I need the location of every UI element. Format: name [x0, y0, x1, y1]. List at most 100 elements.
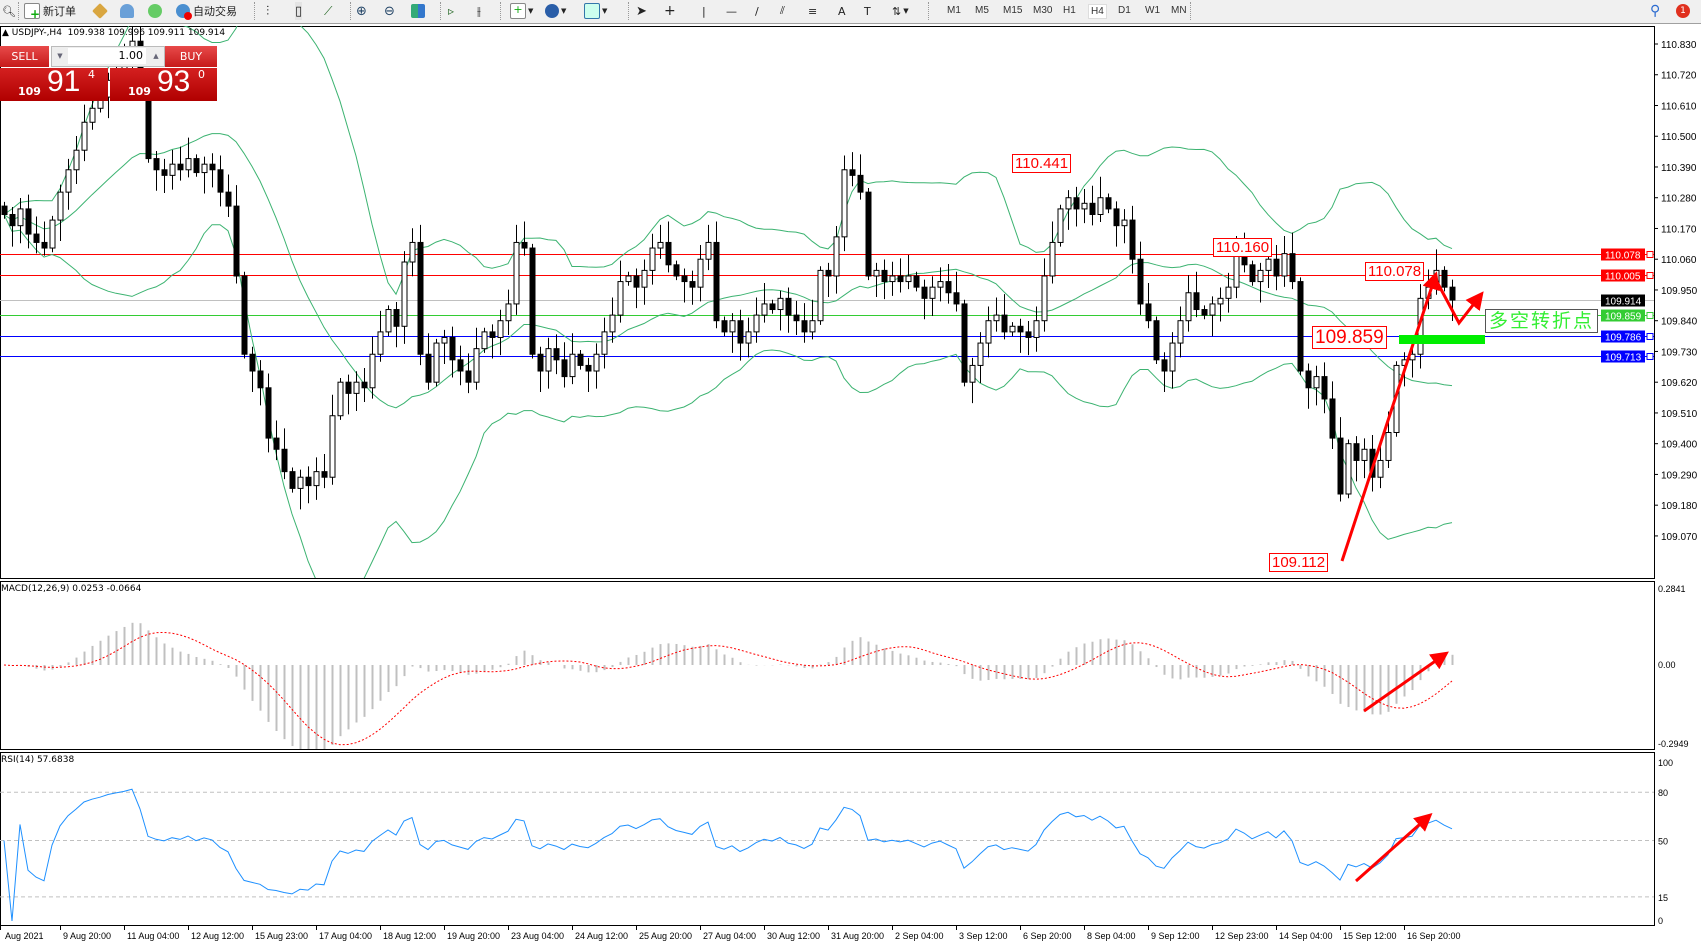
equidistant-channel-icon[interactable]: ⫽	[780, 4, 785, 17]
candle[interactable]	[321, 454, 328, 489]
candle[interactable]	[1, 201, 8, 219]
candle[interactable]	[961, 299, 968, 387]
text-label-icon[interactable]: T	[864, 4, 871, 18]
candle[interactable]	[561, 342, 568, 388]
autoscroll-icon[interactable]: ▹	[448, 4, 455, 18]
candle[interactable]	[1321, 362, 1328, 414]
candle[interactable]	[833, 225, 840, 294]
lot-size-field[interactable]: ▼ 1.00 ▲	[51, 46, 165, 67]
navigator-icon[interactable]	[120, 2, 134, 20]
candle[interactable]	[65, 158, 72, 210]
line-anchor[interactable]	[1646, 333, 1654, 340]
candle[interactable]	[625, 271, 632, 286]
candle[interactable]	[25, 194, 32, 249]
candle[interactable]	[393, 301, 400, 348]
timeframe-m15[interactable]: M15	[1003, 5, 1023, 16]
candle[interactable]	[873, 262, 880, 297]
candle[interactable]	[1169, 332, 1176, 389]
candle[interactable]	[489, 324, 496, 359]
candle[interactable]	[601, 317, 608, 369]
candle[interactable]	[9, 206, 16, 247]
candle[interactable]	[577, 350, 584, 370]
candle[interactable]	[593, 343, 600, 389]
candle[interactable]	[897, 258, 904, 293]
cursor-icon[interactable]: ➤	[636, 3, 647, 19]
indicators-icon[interactable]: + ▼	[510, 2, 533, 20]
lot-decrease-button[interactable]: ▼	[57, 52, 63, 60]
candle[interactable]	[665, 221, 672, 273]
candle[interactable]	[1449, 279, 1456, 321]
candle[interactable]	[801, 303, 808, 343]
candle[interactable]	[281, 428, 288, 480]
timeframe-m1[interactable]: M1	[947, 5, 961, 16]
candle[interactable]	[1257, 262, 1264, 303]
candle[interactable]	[1073, 186, 1080, 227]
candle[interactable]	[1017, 318, 1024, 353]
periods-icon[interactable]: ▼	[545, 2, 566, 20]
search-icon[interactable]: ⚲	[1650, 3, 1661, 19]
candle[interactable]	[1345, 439, 1352, 499]
candle[interactable]	[1121, 209, 1128, 244]
candle[interactable]	[1089, 185, 1096, 226]
line-anchor[interactable]	[1646, 353, 1654, 360]
line-anchor[interactable]	[1646, 251, 1654, 258]
candle[interactable]	[929, 276, 936, 316]
candle[interactable]	[225, 174, 232, 218]
candle[interactable]	[753, 297, 760, 343]
candle[interactable]	[353, 371, 360, 411]
price-label-support[interactable]: 109.859	[1312, 326, 1387, 349]
candle[interactable]	[1353, 436, 1360, 482]
candle[interactable]	[889, 261, 896, 296]
candle[interactable]	[993, 297, 1000, 332]
candle[interactable]	[913, 271, 920, 292]
candle[interactable]	[1057, 204, 1064, 247]
candle[interactable]	[209, 153, 216, 188]
candle[interactable]	[585, 357, 592, 392]
candle[interactable]	[705, 224, 712, 271]
candle[interactable]	[377, 310, 384, 362]
candle[interactable]	[985, 306, 992, 358]
candle[interactable]	[1137, 241, 1144, 315]
candle[interactable]	[1033, 306, 1040, 352]
candle[interactable]	[1361, 438, 1368, 479]
line-chart-icon[interactable]: ⟋	[324, 3, 333, 18]
candle[interactable]	[825, 262, 832, 297]
candle[interactable]	[193, 154, 200, 177]
candle[interactable]	[809, 299, 816, 340]
timeframe-m5[interactable]: M5	[975, 5, 989, 16]
candle[interactable]	[313, 457, 320, 500]
candle[interactable]	[1289, 232, 1296, 290]
candle[interactable]	[481, 327, 488, 353]
candle[interactable]	[1001, 294, 1008, 340]
vertical-line-icon[interactable]: |	[702, 4, 706, 18]
auto-trading-button[interactable]: 自动交易	[176, 2, 237, 20]
candle[interactable]	[337, 378, 344, 420]
candle[interactable]	[633, 268, 640, 309]
new-order-button[interactable]: + 新订单	[24, 2, 76, 20]
candle[interactable]	[713, 221, 720, 329]
candle[interactable]	[409, 228, 416, 277]
candle[interactable]	[697, 244, 704, 302]
timeframe-mn[interactable]: MN	[1171, 5, 1187, 16]
candle[interactable]	[273, 420, 280, 461]
candle[interactable]	[433, 338, 440, 387]
candle[interactable]	[57, 184, 64, 242]
candle[interactable]	[793, 300, 800, 335]
candle[interactable]	[1377, 442, 1384, 489]
candle[interactable]	[441, 329, 448, 365]
candle[interactable]	[761, 282, 768, 323]
price-label-high-3[interactable]: 110.078	[1365, 262, 1425, 281]
candle[interactable]	[681, 268, 688, 303]
candle[interactable]	[1081, 189, 1088, 224]
candle[interactable]	[953, 271, 960, 312]
candlestick-icon[interactable]: ▯	[295, 2, 303, 20]
candle[interactable]	[777, 290, 784, 331]
candle[interactable]	[1193, 271, 1200, 318]
candle[interactable]	[657, 224, 664, 259]
bar-chart-icon[interactable]: ⫶	[266, 3, 270, 19]
candle[interactable]	[1329, 381, 1336, 449]
candle[interactable]	[241, 271, 248, 359]
candle[interactable]	[505, 289, 512, 335]
timeframe-m30[interactable]: M30	[1033, 5, 1053, 16]
